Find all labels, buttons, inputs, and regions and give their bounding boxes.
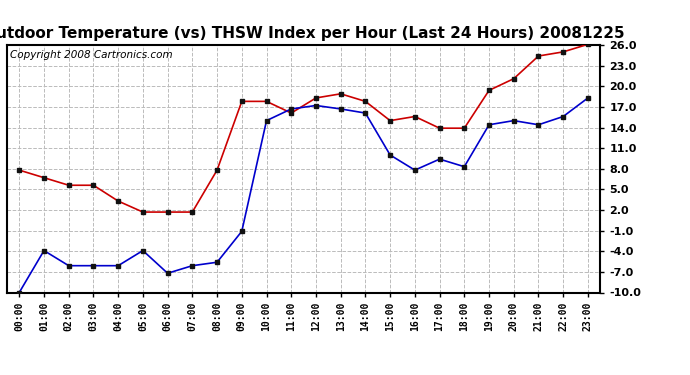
Text: Outdoor Temperature (vs) THSW Index per Hour (Last 24 Hours) 20081225: Outdoor Temperature (vs) THSW Index per …	[0, 26, 624, 41]
Text: Copyright 2008 Cartronics.com: Copyright 2008 Cartronics.com	[10, 50, 172, 60]
